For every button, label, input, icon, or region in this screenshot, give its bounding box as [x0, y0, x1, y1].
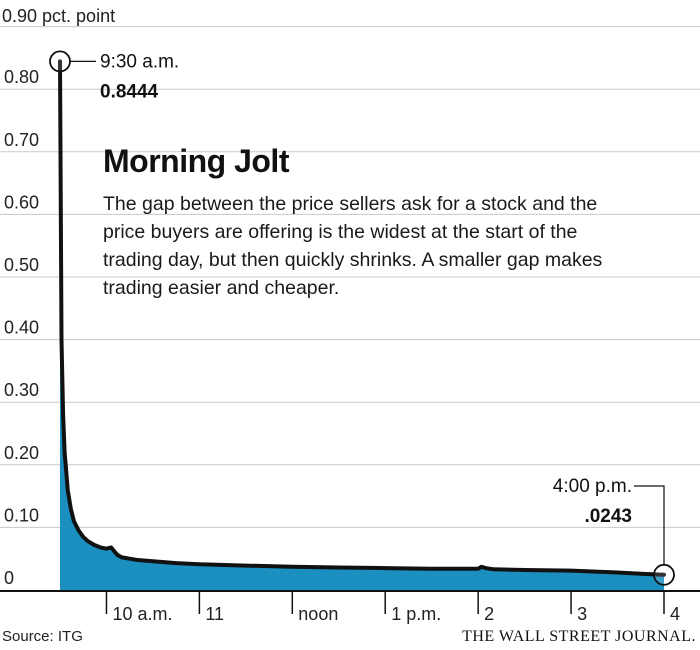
x-tick-label: 2 — [484, 604, 494, 624]
y-tick-label: 0.40 — [4, 318, 39, 338]
series-line — [58, 59, 666, 577]
x-tick-label: 10 a.m. — [112, 604, 172, 624]
y-tick-label: 0.50 — [4, 255, 39, 275]
y-tick-label: 0.70 — [4, 130, 39, 150]
x-tick-label: 11 — [205, 604, 224, 624]
x-tick-label: 4 — [670, 604, 680, 624]
end-time-label: 4:00 p.m. — [553, 476, 632, 497]
description-line-2: price buyers are offering is the widest … — [103, 221, 577, 243]
start-marker — [49, 50, 71, 73]
x-tick-label: 3 — [577, 604, 587, 624]
x-tick-label: noon — [298, 604, 338, 624]
series-area — [60, 61, 664, 590]
publisher-logo: THE WALL STREET JOURNAL. — [462, 628, 696, 645]
end-value-label: .0243 — [584, 506, 632, 527]
y-unit-label: 0.90 pct. point — [2, 6, 115, 26]
y-tick-labels: 0.80 0.70 0.60 0.50 0.40 0.30 0.20 0.10 0 — [4, 67, 39, 588]
y-tick-label: 0.60 — [4, 192, 39, 212]
area-layer — [58, 59, 666, 590]
y-tick-label: 0.80 — [4, 67, 39, 87]
description-line-1: The gap between the price sellers ask fo… — [103, 193, 597, 215]
x-tick-labels: 10 a.m. 11 noon 1 p.m. 2 3 4 — [105, 592, 680, 624]
gridlines — [0, 26, 700, 528]
y-tick-label: 0.10 — [4, 505, 39, 525]
x-tick-label: 1 p.m. — [391, 604, 441, 624]
start-value-label: 0.8444 — [100, 81, 159, 102]
end-marker — [653, 563, 675, 586]
annotations: 9:30 a.m. 0.8444 4:00 p.m. .0243 — [49, 50, 675, 586]
y-tick-label: 0 — [4, 568, 14, 588]
start-time-label: 9:30 a.m. — [100, 51, 179, 72]
chart-title: Morning Jolt — [103, 143, 290, 179]
description-line-3: trading day, but then quickly shrinks. A… — [103, 249, 603, 271]
end-leader — [634, 485, 665, 565]
y-tick-label: 0.30 — [4, 380, 39, 400]
y-tick-label: 0.20 — [4, 443, 39, 463]
source-note: Source: ITG — [2, 628, 83, 645]
description-line-4: trading easier and cheaper. — [103, 277, 339, 299]
